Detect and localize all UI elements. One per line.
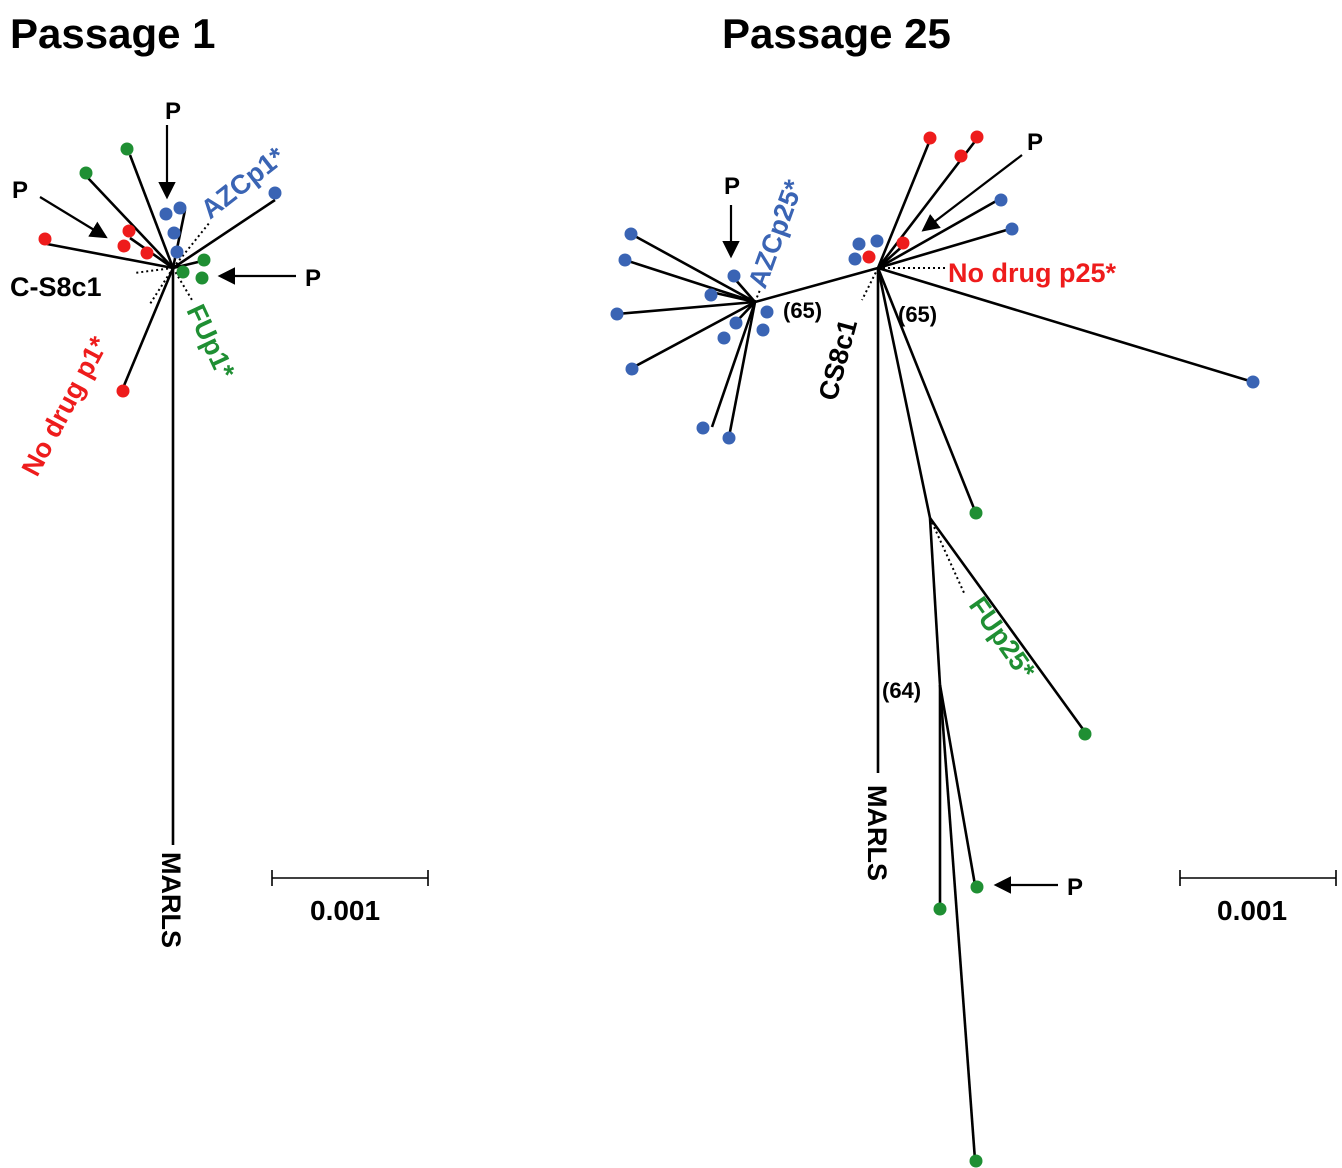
tip-red <box>970 130 984 144</box>
p-marker: P <box>1067 874 1083 901</box>
passage-25-title: Passage 25 <box>722 10 951 57</box>
tip-green <box>197 253 211 267</box>
azc-p1-label: AZCp1* <box>195 141 291 225</box>
tip-blue <box>852 237 866 251</box>
marls-label: MARLS <box>156 852 186 948</box>
tip-green <box>970 880 984 894</box>
tip-blue <box>870 234 884 248</box>
tip-blue <box>167 226 181 240</box>
tip-blue <box>704 288 718 302</box>
tip-blue <box>624 227 638 241</box>
tip-green <box>195 271 209 285</box>
p-marker: P <box>165 98 181 125</box>
tip-blue <box>173 201 187 215</box>
tip-blue <box>760 305 774 319</box>
tip-red <box>896 236 910 250</box>
passage-25-tips <box>610 130 1260 1168</box>
tip-blue <box>610 307 624 321</box>
no-drug-p1-label: No drug p1* <box>16 331 115 481</box>
tip-green <box>120 142 134 156</box>
fu-p25-label: FUp25* <box>963 591 1041 685</box>
tip-red <box>116 384 130 398</box>
tip-blue <box>618 253 632 267</box>
cs8c1-label: CS8c1 <box>813 316 863 404</box>
tip-blue <box>170 245 184 259</box>
tip-blue <box>625 362 639 376</box>
tip-blue <box>727 269 741 283</box>
tip-green <box>1078 727 1092 741</box>
tip-blue <box>1246 375 1260 389</box>
tip-blue <box>1005 222 1019 236</box>
tip-red <box>140 246 154 260</box>
tip-red <box>862 250 876 264</box>
tip-red <box>923 131 937 145</box>
passage-1-scale-bar: 0.001 <box>271 870 429 926</box>
marls-label: MARLS <box>862 785 892 881</box>
tip-red <box>117 239 131 253</box>
bootstrap-value: (65) <box>898 302 937 327</box>
tip-blue <box>722 431 736 445</box>
arrow-icon <box>921 154 1023 232</box>
tip-blue <box>159 207 173 221</box>
tip-red <box>122 224 136 238</box>
bootstrap-value: (64) <box>882 678 921 703</box>
p-marker: P <box>12 177 28 204</box>
passage-1-tips <box>38 142 282 398</box>
tip-blue <box>696 421 710 435</box>
passage-25-tree: Passage 25 <box>610 10 1337 1168</box>
arrow-icon <box>39 196 108 239</box>
azc-p25-label: AZCp25* <box>742 176 809 292</box>
bootstrap-value: (65) <box>783 298 822 323</box>
tip-red <box>38 232 52 246</box>
passage-25-arrows <box>722 154 1058 894</box>
tip-blue <box>994 193 1008 207</box>
p-marker: P <box>724 173 740 200</box>
tip-green <box>969 1154 983 1168</box>
passage-1-branches <box>46 154 276 845</box>
passage-25-branches <box>616 139 1254 1161</box>
tip-blue <box>717 331 731 345</box>
tip-blue <box>756 323 770 337</box>
tip-red <box>954 149 968 163</box>
tip-blue <box>268 186 282 200</box>
scale-label: 0.001 <box>1217 895 1287 926</box>
tip-green <box>79 166 93 180</box>
passage-1-title: Passage 1 <box>10 10 216 57</box>
tip-blue <box>848 252 862 266</box>
p-marker: P <box>305 265 321 292</box>
tip-green <box>969 506 983 520</box>
no-drug-p25-label: No drug p25* <box>948 258 1117 288</box>
passage-1-arrows <box>39 125 296 285</box>
tip-blue <box>729 316 743 330</box>
tip-green <box>176 265 190 279</box>
tip-green <box>933 902 947 916</box>
fu-p1-label: FUp1* <box>181 300 241 384</box>
passage-25-scale-bar: 0.001 <box>1179 870 1337 926</box>
scale-label: 0.001 <box>310 895 380 926</box>
cs8c1-label: C-S8c1 <box>10 272 102 302</box>
passage-1-tree: Passage 1 <box>10 10 429 948</box>
p-marker: P <box>1027 129 1043 156</box>
